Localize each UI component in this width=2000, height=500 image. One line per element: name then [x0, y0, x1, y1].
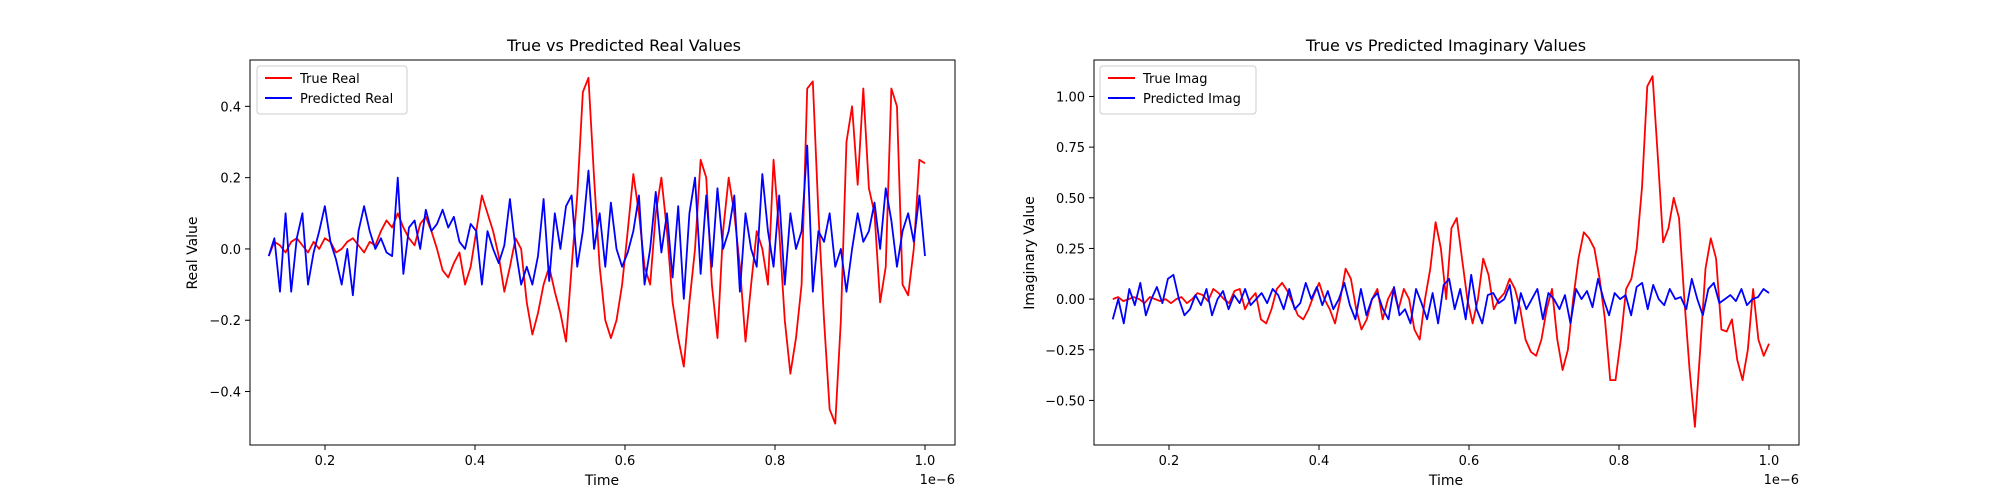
y-tick-label: −0.2	[209, 314, 241, 329]
x-tick-label: 0.4	[465, 454, 486, 469]
x-axis-ticks: 0.2 0.4 0.6 0.8 1.0	[1159, 445, 1780, 469]
y-axis-label: Imaginary Value	[1022, 196, 1038, 310]
legend-label-true: True Imag	[1142, 72, 1207, 87]
y-tick-label: 0.50	[1056, 192, 1085, 207]
y-axis-label: Real Value	[185, 216, 201, 289]
real-values-chart: True vs Predicted Real Values 0.2 0.4 0.6 0…	[185, 36, 956, 489]
x-tick-label: 0.8	[1609, 454, 1630, 469]
x-tick-label: 1.0	[915, 454, 936, 469]
y-tick-label: −0.50	[1045, 394, 1085, 409]
x-tick-label: 0.4	[1309, 454, 1330, 469]
y-tick-label: 0.25	[1056, 242, 1085, 257]
legend: True Real Predicted Real	[256, 65, 408, 115]
y-axis-ticks: −0.50 −0.25 0.00 0.25 0.50 0.75 1.00	[1045, 90, 1094, 409]
legend-label-predicted: Predicted Imag	[1143, 92, 1241, 107]
plot-frame	[1093, 59, 1800, 446]
x-tick-label: 0.6	[615, 454, 636, 469]
y-tick-label: 0.75	[1056, 141, 1085, 156]
x-axis-label: Time	[584, 473, 619, 489]
series-line-true-real	[267, 76, 926, 425]
y-tick-label: 0.2	[220, 172, 241, 187]
legend-box	[256, 65, 408, 115]
x-tick-label: 1.0	[1759, 454, 1780, 469]
x-tick-label: 0.6	[1459, 454, 1480, 469]
y-tick-label: 0.00	[1056, 293, 1085, 308]
legend-box	[1099, 65, 1257, 115]
x-tick-label: 0.8	[765, 454, 786, 469]
chart-title: True vs Predicted Real Values	[506, 36, 741, 55]
x-axis-ticks: 0.2 0.4 0.6 0.8 1.0	[315, 445, 936, 469]
chart-title: True vs Predicted Imaginary Values	[1305, 36, 1586, 55]
y-tick-label: 0.4	[220, 100, 241, 115]
plot-lines	[1111, 75, 1770, 428]
legend-label-predicted: Predicted Real	[300, 92, 393, 107]
imag-values-chart: True vs Predicted Imaginary Values 0.2 0.…	[1022, 36, 1800, 489]
x-axis-offset: 1e−6	[920, 473, 955, 488]
y-tick-label: −0.4	[209, 386, 241, 401]
y-axis-ticks: −0.4 −0.2 0.0 0.2 0.4	[209, 100, 250, 401]
plot-lines	[267, 76, 926, 425]
series-line-predicted-real	[267, 144, 926, 300]
x-axis-label: Time	[1428, 473, 1463, 489]
x-tick-label: 0.2	[1159, 454, 1180, 469]
y-tick-label: −0.25	[1045, 344, 1085, 359]
y-tick-label: 0.0	[220, 243, 241, 258]
legend-label-true: True Real	[299, 72, 360, 87]
x-tick-label: 0.2	[315, 454, 336, 469]
legend: True Imag Predicted Imag	[1099, 65, 1257, 115]
y-tick-label: 1.00	[1056, 90, 1085, 105]
series-line-predicted-imag	[1111, 273, 1770, 325]
plot-frame	[249, 59, 956, 446]
series-line-true-imag	[1112, 75, 1770, 428]
x-axis-offset: 1e−6	[1764, 473, 1799, 488]
